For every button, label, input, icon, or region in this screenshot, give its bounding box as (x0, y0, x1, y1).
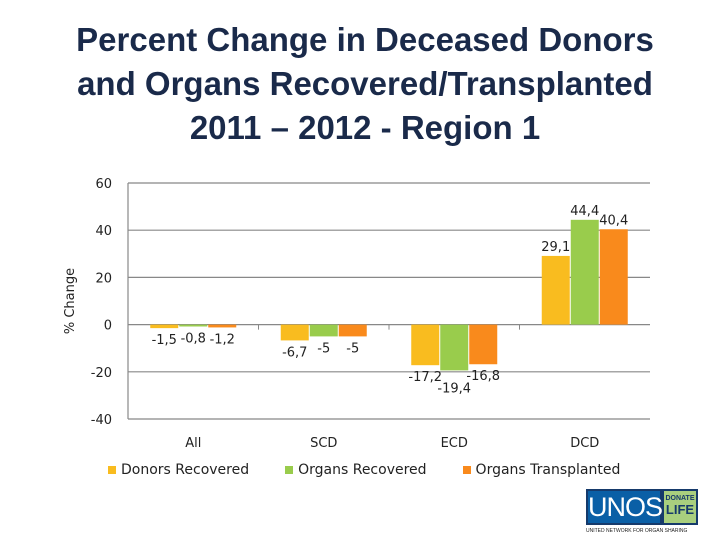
data-label: 29,1 (541, 240, 570, 255)
data-label: -0,8 (181, 331, 206, 346)
title-line-2: and Organs Recovered/Transplanted (77, 65, 653, 102)
y-tick-label: 60 (95, 177, 112, 192)
bar (440, 324, 469, 371)
chart-title: Percent Change in Deceased Donors and Or… (0, 18, 720, 150)
data-label: -16,8 (466, 369, 500, 384)
title-line-1: Percent Change in Deceased Donors (76, 21, 654, 58)
data-label: -19,4 (437, 381, 471, 396)
bar (338, 324, 367, 337)
legend-item: Organs Transplanted (462, 462, 621, 478)
logo-unos: UNOS (586, 489, 663, 525)
data-label: 44,4 (570, 204, 599, 219)
y-tick-label: -40 (91, 413, 112, 428)
title-line-3: 2011 – 2012 - Region 1 (189, 109, 541, 146)
y-tick-label: 40 (95, 224, 112, 239)
data-label: -1,2 (210, 332, 235, 347)
bar (469, 324, 498, 365)
data-label: 40,4 (599, 213, 628, 228)
legend-swatch (285, 466, 294, 474)
data-label: -17,2 (408, 370, 442, 385)
y-tick-label: 0 (104, 319, 112, 334)
data-label: -1,5 (152, 333, 177, 348)
bar (599, 229, 628, 325)
unos-logo: UNOS DONATE LIFE UNITED NETWORK FOR ORGAN… (586, 489, 698, 534)
logo-caption: UNITED NETWORK FOR ORGAN SHARING (586, 528, 688, 534)
x-tick-label: SCD (310, 436, 337, 451)
bar (541, 255, 570, 325)
y-axis-title: % Change (63, 268, 78, 334)
x-tick-label: DCD (570, 436, 599, 451)
bar (150, 324, 179, 329)
logo-donate-life: DONATE LIFE (662, 489, 698, 525)
legend-label: Organs Transplanted (475, 462, 621, 478)
bar (179, 324, 208, 327)
data-label: -5 (346, 341, 359, 356)
bar (280, 324, 309, 341)
y-tick-label: -20 (91, 366, 112, 381)
x-tick-label: All (185, 436, 201, 451)
legend-swatch (108, 466, 116, 474)
legend-label: Donors Recovered (121, 462, 250, 478)
legend-item: Organs Recovered (285, 462, 427, 478)
bar (570, 219, 599, 325)
bar (309, 324, 338, 337)
x-tick-label: ECD (441, 436, 468, 451)
legend-swatch (462, 466, 471, 474)
bar (411, 324, 440, 366)
legend-label: Organs Recovered (298, 462, 427, 478)
legend: Donors Recovered Organs Recovered Organs… (108, 462, 656, 478)
legend-item: Donors Recovered (108, 462, 249, 478)
y-tick-label: 20 (95, 271, 112, 286)
data-label: -6,7 (282, 345, 307, 360)
bar (208, 324, 237, 328)
data-label: -5 (317, 341, 330, 356)
